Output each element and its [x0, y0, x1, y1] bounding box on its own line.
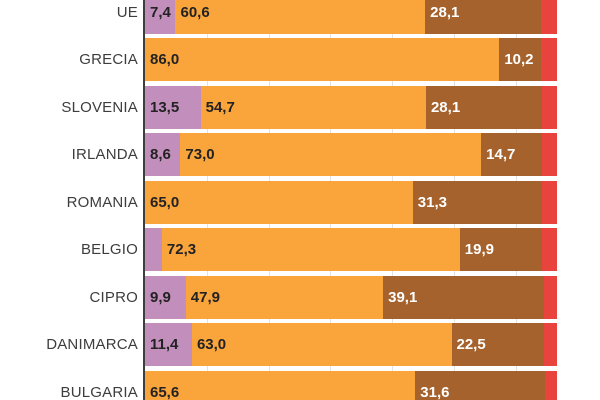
bar-segment-brown: 28,1 — [425, 85, 542, 129]
value-label: 47,9 — [190, 288, 220, 306]
bar-track: 11,4 63,0 22,5 — [145, 323, 557, 366]
bar-segment-brown: 10,2 — [499, 38, 542, 81]
bar-segment-red — [541, 133, 557, 176]
bar-segment-red — [545, 370, 557, 400]
bar-segment-purple: 7,4 — [145, 0, 176, 34]
bar-segment-purple: 13,5 — [145, 85, 201, 129]
bar-segment-orange: 73,0 — [180, 133, 482, 176]
bar-segment-brown: 31,3 — [412, 180, 542, 224]
value-label: 72,3 — [166, 241, 197, 258]
bar-track: 72,3 19,9 — [145, 228, 557, 271]
bar-segment-brown: 28,1 — [425, 0, 541, 34]
value-label: 65,6 — [150, 383, 180, 400]
bar-track: 9,9 47,9 39,1 — [145, 275, 557, 319]
category-label: SLOVENIA — [61, 98, 138, 116]
bar-segment-red — [541, 38, 557, 81]
chart-row: UE 7,4 60,6 28,1 — [0, 0, 600, 34]
bar-segment-purple: 11,4 — [145, 323, 192, 366]
bar-segment-red — [544, 323, 557, 366]
bar-segment-brown: 14,7 — [481, 133, 542, 176]
chart-row: BULGARIA 65,6 31,6 — [0, 370, 600, 400]
bar-segment-red — [541, 85, 557, 129]
value-label: 31,3 — [417, 193, 447, 211]
category-label: IRLANDA — [71, 146, 138, 163]
bar-segment-orange: 63,0 — [191, 323, 452, 366]
value-label: 11,4 — [150, 336, 179, 353]
bar-segment-orange: 72,3 — [161, 228, 460, 271]
bar-track: 65,6 31,6 — [145, 370, 557, 400]
bar-segment-orange: 86,0 — [145, 38, 500, 81]
bar-segment-red — [540, 0, 557, 34]
value-label: 8,6 — [150, 146, 171, 163]
bar-segment-orange: 47,9 — [185, 275, 384, 319]
value-label: 14,7 — [486, 146, 516, 163]
bar-segment-orange: 65,6 — [145, 370, 416, 400]
bar-segment-orange: 54,7 — [200, 85, 426, 129]
value-label: 19,9 — [464, 241, 494, 258]
value-label: 73,0 — [185, 146, 215, 163]
bar-segment-red — [541, 228, 557, 271]
value-label: 9,9 — [150, 288, 171, 306]
value-label: 28,1 — [430, 98, 461, 116]
bar-segment-orange: 60,6 — [175, 0, 426, 34]
category-label: GRECIA — [79, 51, 138, 68]
chart-row: GRECIA 86,0 10,2 — [0, 38, 600, 81]
value-label: 13,5 — [150, 98, 180, 116]
value-label: 22,5 — [456, 336, 486, 353]
chart-row: ROMANIA 65,0 31,3 — [0, 180, 600, 224]
bar-segment-orange: 65,0 — [145, 180, 413, 224]
category-label: BULGARIA — [60, 383, 138, 400]
bar-track: 8,6 73,0 14,7 — [145, 133, 557, 176]
chart-row: SLOVENIA 13,5 54,7 28,1 — [0, 85, 600, 129]
category-label: ROMANIA — [66, 193, 138, 211]
bar-segment-red — [544, 275, 557, 319]
value-label: 28,1 — [430, 3, 460, 21]
value-label: 7,4 — [150, 3, 171, 21]
value-label: 60,6 — [180, 3, 210, 21]
value-label: 65,0 — [150, 193, 180, 211]
chart-row: CIPRO 9,9 47,9 39,1 — [0, 275, 600, 319]
value-label: 10,2 — [504, 51, 534, 68]
bar-segment-purple: 9,9 — [145, 275, 186, 319]
y-axis-line — [143, 0, 145, 400]
bar-track: 86,0 10,2 — [145, 38, 557, 81]
bar-segment-brown: 31,6 — [415, 370, 546, 400]
bar-segment-purple — [145, 228, 162, 271]
category-label: DANIMARCA — [46, 336, 138, 353]
bar-segment-brown: 19,9 — [459, 228, 542, 271]
chart-row: IRLANDA 8,6 73,0 14,7 — [0, 133, 600, 176]
bar-track: 65,0 31,3 — [145, 180, 557, 224]
bar-track: 13,5 54,7 28,1 — [145, 85, 557, 129]
bar-segment-brown: 22,5 — [451, 323, 545, 366]
category-label: BELGIO — [80, 241, 138, 258]
value-label: 31,6 — [420, 383, 450, 400]
value-label: 86,0 — [150, 51, 180, 68]
bar-track: 7,4 60,6 28,1 — [145, 0, 557, 34]
chart-row: DANIMARCA 11,4 63,0 22,5 — [0, 323, 600, 366]
value-label: 63,0 — [196, 336, 227, 353]
bar-segment-purple: 8,6 — [145, 133, 181, 176]
bar-segment-brown: 39,1 — [383, 275, 545, 319]
value-label: 39,1 — [388, 288, 418, 306]
category-label: CIPRO — [89, 288, 138, 306]
value-label: 54,7 — [205, 98, 235, 116]
chart-row: BELGIO 72,3 19,9 — [0, 228, 600, 271]
category-label: UE — [116, 3, 138, 21]
bar-segment-red — [541, 180, 557, 224]
